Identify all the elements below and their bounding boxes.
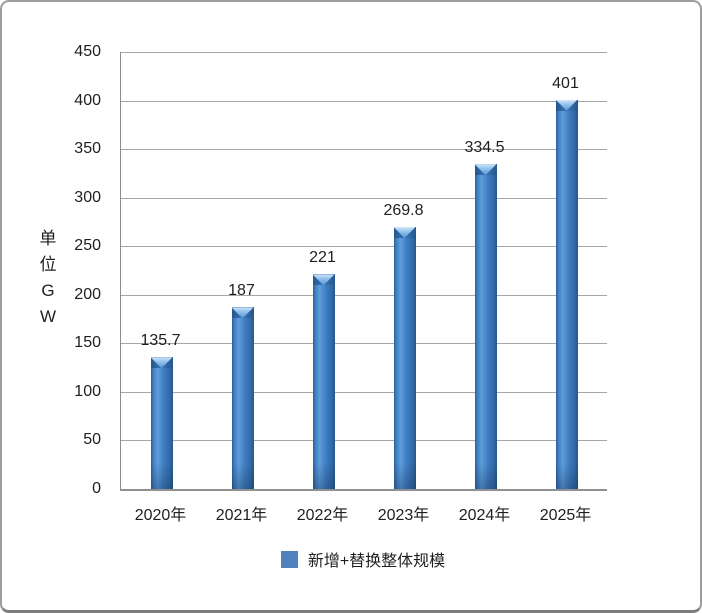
gridline-450 — [121, 52, 607, 53]
gridline-350 — [121, 149, 607, 151]
bar-shade — [150, 463, 173, 489]
y-tick-label-100: 100 — [74, 382, 101, 400]
y-tick-label-300: 300 — [74, 188, 101, 206]
y-tick-label-400: 400 — [74, 91, 101, 109]
x-axis-label-2024年: 2024年 — [458, 507, 511, 524]
legend-swatch — [280, 550, 298, 568]
bar-2023年 — [393, 227, 416, 489]
y-tick-label-50: 50 — [83, 431, 101, 449]
bar-shade — [555, 463, 578, 489]
y-tick-label-150: 150 — [74, 334, 101, 352]
bar-shade — [231, 463, 254, 489]
bar-tri — [150, 357, 173, 369]
gridline-250 — [121, 246, 607, 248]
data-label-2022年: 221 — [309, 249, 336, 267]
data-label-2021年: 187 — [228, 282, 255, 300]
bar-slot-2025年 — [526, 52, 607, 489]
y-tick-label-350: 350 — [74, 140, 101, 158]
data-label-2025年: 401 — [552, 74, 579, 92]
x-axis-label-2023年: 2023年 — [377, 507, 430, 524]
legend: 新增+替换整体规模 — [120, 547, 606, 571]
bar-slot-2022年 — [283, 52, 364, 489]
y-tick-label-450: 450 — [74, 43, 101, 60]
gridline-200 — [121, 294, 607, 296]
data-label-2020年: 135.7 — [140, 332, 181, 350]
y-tick-label-0: 0 — [92, 480, 101, 497]
bar-tri — [312, 274, 335, 286]
gridline-100 — [121, 391, 607, 393]
x-axis-label-2020年: 2020年 — [134, 507, 187, 524]
gridline-300 — [121, 197, 607, 199]
x-axis-label-2021年: 2021年 — [215, 507, 268, 524]
bar-series — [121, 52, 607, 489]
y-axis-title-char: 单 — [39, 229, 57, 248]
bar-2020年 — [150, 357, 173, 489]
bar-slot-2020年 — [121, 52, 202, 489]
bar-shade — [312, 463, 335, 489]
bar-tri — [231, 307, 254, 319]
x-axis-label-2022年: 2022年 — [296, 507, 349, 524]
x-axis-label-2025年: 2025年 — [539, 507, 592, 524]
y-tick-label-200: 200 — [74, 285, 101, 303]
bar-2022年 — [312, 274, 335, 489]
gridline-50 — [121, 440, 607, 442]
y-tick-label-250: 250 — [74, 237, 101, 255]
bar-slot-2023年 — [364, 52, 445, 489]
bar-slot-2024年 — [445, 52, 526, 489]
y-axis-title-char: W — [39, 307, 57, 326]
bar-tri — [393, 227, 416, 238]
bar-2024年 — [474, 164, 497, 489]
y-axis-title-char: G — [41, 281, 55, 300]
gridline-150 — [121, 343, 607, 345]
gridline-400 — [121, 100, 607, 102]
bar-tri — [474, 164, 497, 176]
bar-shade — [393, 463, 416, 489]
bar-slot-2021年 — [202, 52, 283, 489]
bar-shade — [474, 463, 497, 489]
y-axis-title-char: 位 — [39, 255, 57, 274]
bar-tri — [555, 99, 578, 111]
legend-label: 新增+替换整体规模 — [307, 553, 446, 570]
bar-2021年 — [231, 307, 254, 489]
data-label-2023年: 269.8 — [383, 201, 424, 219]
plot-area — [120, 52, 607, 491]
data-label-2024年: 334.5 — [464, 139, 505, 157]
bar-2025年 — [555, 99, 578, 489]
